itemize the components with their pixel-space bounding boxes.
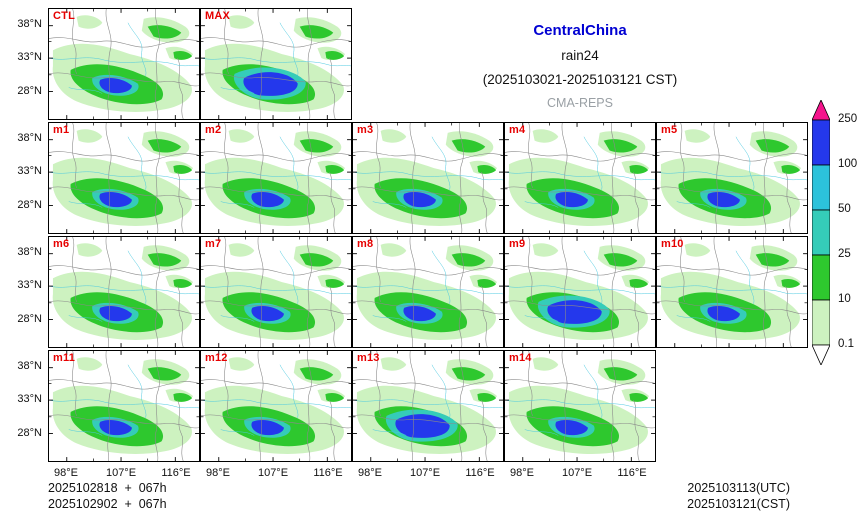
colorbar-label: 0.1	[838, 338, 854, 350]
map-panel-m14: m14	[504, 350, 656, 462]
title-region: CentralChina	[533, 22, 627, 39]
title-block: CentralChina rain24 (2025103021-20251031…	[352, 8, 808, 120]
footer-init-line-2: 2025102902 + 067h	[48, 497, 167, 511]
map-panel-m3: m3	[352, 122, 504, 234]
map-art	[353, 351, 503, 461]
y-axis-label: 33°N	[17, 165, 42, 177]
panel-label: m7	[205, 238, 222, 250]
x-axis-label: 107°E	[105, 467, 137, 479]
y-axis-label: 38°N	[17, 132, 42, 144]
x-axis-label: 107°E	[561, 467, 593, 479]
x-axis-label: 116°E	[313, 467, 343, 479]
panel-label: m10	[661, 238, 684, 250]
title-variable: rain24	[561, 48, 599, 63]
map-panel-m13: m13	[352, 350, 504, 462]
x-axis-label: 98°E	[54, 467, 78, 479]
map-art	[657, 237, 807, 347]
footer-valid-cst: 2025103121(CST)	[687, 497, 790, 511]
map-art	[505, 237, 655, 347]
map-panel-m2: m2	[200, 122, 352, 234]
map-panel-m11: m11	[48, 350, 200, 462]
x-axis-label: 107°E	[257, 467, 289, 479]
colorbar-block	[812, 254, 830, 301]
map-art	[657, 123, 807, 233]
map-art	[201, 123, 351, 233]
colorbar-label: 50	[838, 203, 851, 215]
y-axis-label: 28°N	[17, 199, 42, 211]
map-art	[353, 123, 503, 233]
panel-label: m9	[509, 238, 526, 250]
map-art	[201, 351, 351, 461]
colorbar	[812, 100, 830, 365]
map-art	[49, 9, 199, 119]
x-axis-label: 98°E	[206, 467, 230, 479]
x-axis-label: 116°E	[465, 467, 495, 479]
map-panel-m6: m6	[48, 236, 200, 348]
colorbar-block	[812, 119, 830, 166]
colorbar-label: 250	[838, 113, 858, 125]
map-art	[505, 351, 655, 461]
x-axis-label: 116°E	[617, 467, 647, 479]
y-axis-label: 33°N	[17, 51, 42, 63]
x-axis-label: 116°E	[161, 467, 191, 479]
y-axis-label: 38°N	[17, 246, 42, 258]
panel-label: m11	[53, 352, 76, 364]
y-axis-label: 33°N	[17, 393, 42, 405]
colorbar-label: 100	[838, 158, 858, 170]
map-panel-m1: m1	[48, 122, 200, 234]
y-axis-label: 38°N	[17, 18, 42, 30]
x-axis-label: 98°E	[358, 467, 382, 479]
colorbar-block	[812, 164, 830, 211]
y-axis-label: 33°N	[17, 279, 42, 291]
map-panel-m12: m12	[200, 350, 352, 462]
map-panel-ctl: CTL	[48, 8, 200, 120]
colorbar-block	[812, 299, 830, 346]
panel-label: m2	[205, 124, 222, 136]
y-axis-label: 28°N	[17, 313, 42, 325]
footer-init-line-1: 2025102818 + 067h	[48, 481, 167, 495]
map-panel-m7: m7	[200, 236, 352, 348]
panel-label: m4	[509, 124, 526, 136]
map-panel-m9: m9	[504, 236, 656, 348]
map-art	[49, 123, 199, 233]
map-panel-m4: m4	[504, 122, 656, 234]
map-art	[201, 9, 351, 119]
map-art	[353, 237, 503, 347]
panel-label: MAX	[205, 10, 231, 22]
colorbar-arrow-bottom	[812, 344, 830, 365]
panel-label: m12	[205, 352, 228, 364]
map-panel-m5: m5	[656, 122, 808, 234]
panel-label: m5	[661, 124, 678, 136]
map-panel-max: MAX	[200, 8, 352, 120]
title-model: CMA-REPS	[547, 96, 613, 110]
map-art	[505, 123, 655, 233]
colorbar-label: 25	[838, 248, 851, 260]
panel-label: CTL	[53, 10, 75, 22]
panel-grid: CTL MAX CentralChina rain24 (2025103021-…	[48, 8, 808, 462]
y-axis-label: 28°N	[17, 427, 42, 439]
map-panel-m8: m8	[352, 236, 504, 348]
panel-label: m3	[357, 124, 374, 136]
footer-valid-utc: 2025103113(UTC)	[687, 481, 790, 495]
colorbar-block	[812, 209, 830, 256]
panel-label: m8	[357, 238, 374, 250]
y-axis-label: 28°N	[17, 85, 42, 97]
map-art	[201, 237, 351, 347]
x-axis-label: 107°E	[409, 467, 441, 479]
map-art	[49, 351, 199, 461]
title-period: (2025103021-2025103121 CST)	[482, 72, 678, 87]
map-panel-m10: m10	[656, 236, 808, 348]
panel-label: m14	[509, 352, 532, 364]
map-art	[49, 237, 199, 347]
x-axis-label: 98°E	[510, 467, 534, 479]
panel-label: m6	[53, 238, 70, 250]
panel-label: m1	[53, 124, 70, 136]
colorbar-label: 10	[838, 293, 851, 305]
y-axis-label: 38°N	[17, 360, 42, 372]
colorbar-arrow-top	[812, 100, 830, 121]
panel-label: m13	[357, 352, 380, 364]
